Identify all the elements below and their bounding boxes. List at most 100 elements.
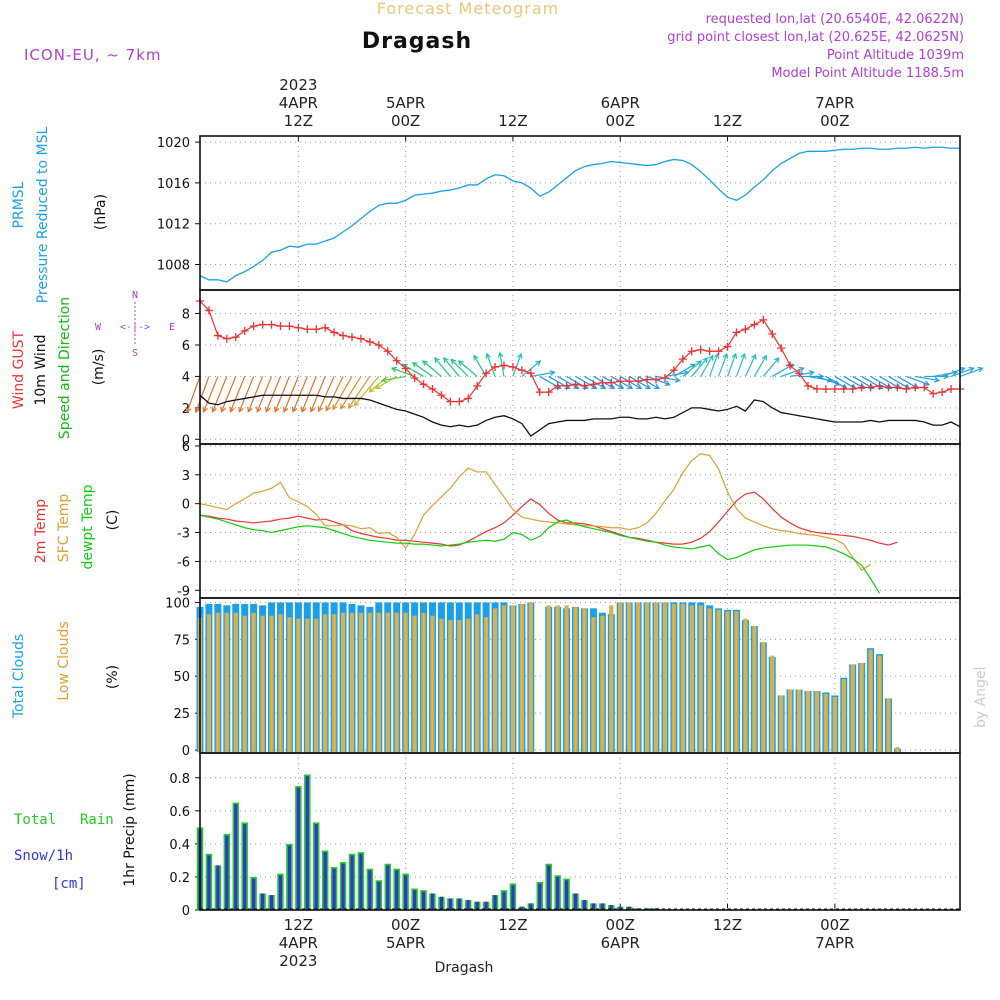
gust-marker [750, 320, 759, 329]
y-tick-label: 0.6 [169, 805, 190, 820]
low-cloud-bar [314, 618, 319, 753]
wind-direction-arrow [950, 366, 975, 377]
compass-s: S [132, 348, 138, 359]
pressure-label-1: PRMSL [11, 181, 27, 228]
snow-bar [609, 905, 613, 910]
wind-direction-arrow [637, 375, 660, 390]
arrow-head [411, 361, 418, 368]
temperature-panel: -9 -6 -3 0 3 6 [177, 440, 961, 599]
low-cloud-bar [868, 649, 873, 753]
wind-direction-arrow [185, 376, 201, 414]
snow-bar [305, 776, 309, 910]
gust-marker [625, 377, 634, 386]
bottom-axis-label: 4APR [279, 934, 318, 952]
gust-marker [526, 369, 535, 378]
wind-direction-arrow [619, 375, 643, 390]
low-cloud-bar [403, 612, 408, 753]
arrow-shaft [610, 375, 633, 389]
low-cloud-bar [716, 609, 721, 753]
arrow-head [722, 352, 729, 359]
pressure-label-2: Pressure Reduced to MSL [35, 126, 51, 303]
y-tick-label: 0 [182, 498, 190, 513]
top-axis-label: 00Z [606, 112, 635, 130]
arrow-shaft [340, 376, 362, 409]
snow-bar [412, 890, 417, 910]
wind-direction-arrow [735, 352, 747, 377]
gust-marker [759, 315, 768, 324]
y-tick-label: 1008 [157, 259, 190, 274]
wind-direction-arrow [646, 375, 671, 386]
low-cloud-bar [618, 602, 623, 753]
gust-marker [339, 331, 348, 340]
arrow-head [422, 360, 429, 366]
arrow-shaft [780, 367, 804, 377]
arrow-shaft [310, 376, 326, 412]
pressure-line [199, 146, 960, 283]
arrow-head [374, 383, 381, 390]
arrow-head [274, 406, 280, 413]
wind-direction-arrow [282, 376, 299, 413]
arrow-shaft [906, 375, 930, 386]
gust-marker [812, 385, 821, 393]
precip-snow-label: Snow/1h [14, 848, 73, 864]
gust-marker [249, 322, 258, 331]
arrow-head [473, 354, 479, 361]
low-cloud-bar [823, 693, 828, 753]
gust-marker [705, 347, 714, 356]
gust-marker [365, 337, 374, 346]
panel-frame [199, 135, 961, 291]
arrow-head [347, 402, 354, 409]
y-tick-label: 0.2 [169, 871, 190, 886]
wind-direction-arrow [906, 375, 931, 386]
arrow-head [951, 370, 959, 376]
gust-marker [866, 383, 875, 392]
top-axis-label: 00Z [391, 112, 420, 130]
arrow-shaft [941, 367, 965, 377]
snow-bar [582, 900, 587, 910]
top-axis-label: 7APR [815, 94, 854, 112]
low-cloud-bar [707, 608, 712, 753]
wind-dir-label: Speed and Direction [57, 297, 73, 439]
model-altitude: Model Point Altitude 1188.5m [771, 66, 964, 81]
arrow-shaft [265, 376, 282, 412]
arrow-head [600, 383, 607, 390]
y-tick-label: 0 [182, 433, 190, 448]
gust-marker [678, 355, 687, 364]
top-axis-label: 00Z [820, 112, 849, 130]
sfc-temp-line [199, 452, 871, 571]
wind-direction-arrow [390, 366, 415, 377]
wind-direction-arrow [274, 376, 290, 413]
y-tick-label: 50 [173, 670, 190, 685]
wind-direction-arrow [628, 375, 652, 390]
arrow-shaft [726, 353, 737, 377]
wind-direction-arrow [941, 366, 966, 377]
low-cloud-bar [591, 617, 596, 753]
snow-bar [260, 893, 265, 910]
y-tick-label: 100 [165, 596, 190, 611]
wind-direction-arrow [753, 354, 767, 377]
supertitle: Forecast Meteogram [377, 0, 559, 18]
low-cloud-bar [448, 620, 453, 753]
wind-direction-arrow [450, 358, 469, 377]
gust-marker [875, 381, 884, 390]
precip-rain-label: Rain [80, 812, 114, 828]
arrow-shaft [790, 371, 814, 378]
arrow-shaft [619, 375, 642, 389]
arrow-shaft [709, 353, 719, 377]
low-cloud-bar [841, 679, 846, 753]
low-cloud-bar [412, 615, 417, 753]
snow-bar [627, 906, 631, 910]
low-cloud-bar [457, 620, 462, 753]
arrow-shaft [499, 352, 505, 377]
total-clouds-label: Total Clouds [11, 634, 27, 719]
low-cloud-bar [555, 605, 560, 753]
wind-direction-arrow [411, 361, 433, 377]
low-cloud-bar [743, 618, 748, 753]
low-cloud-bar [814, 691, 820, 753]
wind-direction-arrow [512, 352, 523, 377]
bottom-axis-label: 00Z [820, 916, 849, 934]
low-cloud-bar [698, 605, 703, 753]
wind-direction-arrow [682, 360, 703, 377]
gust-marker [687, 347, 696, 356]
